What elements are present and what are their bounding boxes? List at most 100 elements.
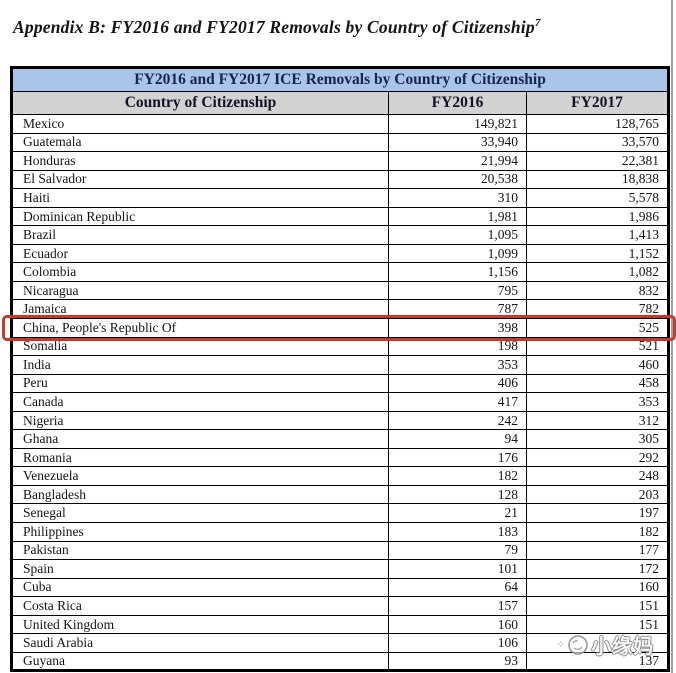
table-row: Guyana 93 137 <box>11 651 670 672</box>
fy2017-cell: 151 <box>525 596 670 616</box>
fy2016-cell: 183 <box>388 522 527 542</box>
fy2017-cell: 292 <box>525 447 670 468</box>
fy2016-cell: 157 <box>388 596 527 616</box>
country-cell: Peru <box>11 373 389 394</box>
fy2017-cell: 197 <box>525 503 670 524</box>
fy2016-cell: 242 <box>388 410 527 431</box>
table-row: Mexico 149,821 128,765 <box>11 114 670 134</box>
table-row: Costa Rica 157 151 <box>11 596 670 616</box>
country-cell: Cuba <box>11 577 389 598</box>
table-caption-row: FY2016 and FY2017 ICE Removals by Countr… <box>10 67 670 92</box>
country-cell: Costa Rica <box>11 596 389 616</box>
page-title: Appendix B: FY2016 and FY2017 Removals b… <box>13 17 541 38</box>
removals-table: FY2016 and FY2017 ICE Removals by Countr… <box>10 66 671 673</box>
fy2017-cell: 1,413 <box>525 225 670 245</box>
country-cell: Bangladesh <box>11 484 389 505</box>
table-row: Bangladesh 128 203 <box>11 484 670 505</box>
fy2017-cell: 353 <box>525 392 670 412</box>
country-cell: United Kingdom <box>11 614 389 635</box>
fy2016-cell: 21 <box>388 503 527 524</box>
country-cell: Dominican Republic <box>11 206 389 227</box>
country-cell: El Salvador <box>11 169 389 190</box>
fy2017-cell: 458 <box>525 373 670 394</box>
fy2016-cell: 101 <box>388 559 527 579</box>
table-row: Haiti 310 5,578 <box>11 188 670 208</box>
table-row: Senegal 21 197 <box>11 503 670 524</box>
fy2016-cell: 417 <box>388 392 527 412</box>
country-cell: Mexico <box>11 114 389 134</box>
fy2017-cell: 22,381 <box>525 151 670 171</box>
fy2017-cell: 18,838 <box>525 169 670 190</box>
country-cell: India <box>11 355 389 375</box>
table-row: Jamaica 787 782 <box>11 299 670 320</box>
table-caption: FY2016 and FY2017 ICE Removals by Countr… <box>10 67 670 92</box>
table-row: Ecuador 1,099 1,152 <box>11 243 670 264</box>
fy2017-cell: 172 <box>525 559 670 579</box>
country-cell: Pakistan <box>11 540 389 561</box>
country-cell: Brazil <box>11 225 389 245</box>
table-row: Venezuela 182 248 <box>11 466 670 486</box>
table-row: United Kingdom 160 151 <box>11 614 670 635</box>
fy2017-cell: 137 <box>525 651 670 672</box>
country-cell: Guatemala <box>11 132 389 153</box>
table-row: Dominican Republic 1,981 1,986 <box>11 206 670 227</box>
page-edge-line <box>671 0 673 673</box>
table-row: Colombia 1,156 1,082 <box>11 262 670 282</box>
country-cell: Somalia <box>11 336 389 357</box>
fy2016-cell: 198 <box>388 336 527 357</box>
fy2017-cell: 203 <box>525 484 670 505</box>
fy2016-cell: 1,095 <box>388 225 527 245</box>
table-row: Saudi Arabia 106 <box>11 633 670 653</box>
fy2017-cell: 525 <box>525 318 670 338</box>
table-row: Ghana 94 305 <box>11 429 670 449</box>
table-header-row: Country of Citizenship FY2016 FY2017 <box>11 91 670 115</box>
country-cell: Nicaragua <box>11 280 389 301</box>
country-cell: Jamaica <box>11 299 389 320</box>
fy2016-cell: 20,538 <box>388 169 527 190</box>
fy2017-cell: 128,765 <box>525 114 670 134</box>
country-cell: Venezuela <box>11 466 389 486</box>
fy2016-cell: 1,156 <box>388 262 527 282</box>
country-cell: Nigeria <box>11 410 389 431</box>
fy2017-cell: 33,570 <box>525 132 670 153</box>
column-header-country: Country of Citizenship <box>11 91 389 115</box>
fy2016-cell: 33,940 <box>388 132 527 153</box>
fy2016-cell: 128 <box>388 484 527 505</box>
removals-table-container: FY2016 and FY2017 ICE Removals by Countr… <box>10 66 671 673</box>
fy2017-cell: 248 <box>525 466 670 486</box>
column-header-fy2017: FY2017 <box>525 91 670 115</box>
country-cell: Colombia <box>11 262 389 282</box>
table-row: Guatemala 33,940 33,570 <box>11 132 670 153</box>
fy2017-cell: 832 <box>525 280 670 301</box>
fy2016-cell: 79 <box>388 540 527 561</box>
table-row: Spain 101 172 <box>11 559 670 579</box>
country-cell: Spain <box>11 559 389 579</box>
fy2016-cell: 310 <box>388 188 527 208</box>
country-cell: Philippines <box>11 522 389 542</box>
table-row: Philippines 183 182 <box>11 522 670 542</box>
table-row: El Salvador 20,538 18,838 <box>11 169 670 190</box>
country-cell: Senegal <box>11 503 389 524</box>
fy2017-cell: 312 <box>525 410 670 431</box>
fy2017-cell: 177 <box>525 540 670 561</box>
page-title-text: Appendix B: FY2016 and FY2017 Removals b… <box>13 17 535 37</box>
fy2017-cell: 182 <box>525 522 670 542</box>
fy2017-cell: 1,082 <box>525 262 670 282</box>
table-row: Peru 406 458 <box>11 373 670 394</box>
country-cell: China, People's Republic Of <box>11 318 389 338</box>
country-cell: Ghana <box>11 429 389 449</box>
table-row: Honduras 21,994 22,381 <box>11 151 670 171</box>
fy2017-cell: 521 <box>525 336 670 357</box>
table-row: Brazil 1,095 1,413 <box>11 225 670 245</box>
fy2017-cell: 5,578 <box>525 188 670 208</box>
table-row: Pakistan 79 177 <box>11 540 670 561</box>
fy2016-cell: 787 <box>388 299 527 320</box>
table-row: Canada 417 353 <box>11 392 670 412</box>
fy2017-cell: 1,152 <box>525 243 670 264</box>
fy2016-cell: 64 <box>388 577 527 598</box>
fy2017-cell: 305 <box>525 429 670 449</box>
country-cell: Ecuador <box>11 243 389 264</box>
footnote-marker: 7 <box>534 17 541 30</box>
fy2016-cell: 93 <box>388 651 527 672</box>
fy2016-cell: 176 <box>388 447 527 468</box>
